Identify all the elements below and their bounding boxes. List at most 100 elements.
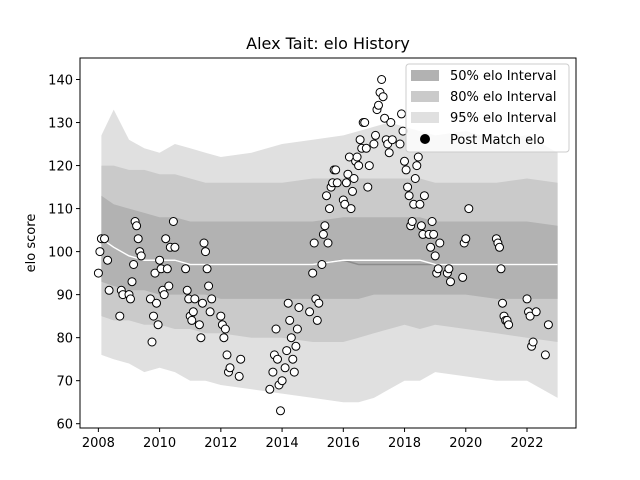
post-match-point [461,234,471,244]
post-match-point [361,143,371,153]
post-match-point [444,264,454,274]
post-match-point [277,376,287,386]
legend-label-point: Post Match elo [450,133,545,148]
post-match-point [93,268,103,278]
post-match-point [127,277,137,287]
post-match-point [115,311,125,321]
post-match-point [380,113,390,123]
y-tick-label: 110 [48,203,73,218]
plot-area [93,75,558,416]
post-match-point [285,315,295,325]
post-match-point [162,264,172,274]
legend-label-95: 95% elo Interval [450,111,557,126]
post-match-point [387,135,397,145]
post-match-point [429,229,439,239]
post-match-point [314,298,324,308]
post-match-point [205,307,215,317]
post-match-point [410,174,420,183]
post-match-point [155,255,165,265]
post-match-point [190,294,200,304]
y-tick-label: 60 [56,418,73,433]
post-match-point [216,311,226,321]
post-match-point [325,204,334,214]
post-match-point [458,272,468,282]
post-match-point [292,324,302,334]
post-match-point [283,298,293,308]
post-match-point [322,191,331,201]
post-match-point [419,191,429,201]
post-match-point [377,75,387,84]
x-tick-label: 2018 [388,436,421,451]
post-match-point [401,165,411,175]
post-match-point [415,199,425,209]
post-match-point [318,229,328,239]
post-match-point [100,234,109,244]
post-match-point [426,242,436,252]
y-tick-label: 140 [48,74,73,89]
post-match-point [95,247,105,257]
post-match-point [412,161,422,171]
post-match-point [404,191,414,201]
post-match-point [129,260,139,269]
post-match-point [360,118,370,127]
post-match-point [332,178,342,188]
x-tick-label: 2008 [82,436,115,451]
post-match-point [369,139,379,149]
post-match-point [371,130,380,140]
post-match-point [280,363,290,373]
post-match-point [364,161,374,171]
post-match-point [305,307,315,317]
post-match-point [225,363,235,373]
x-tick-label: 2016 [327,436,360,451]
chart-title: Alex Tait: elo History [246,34,410,53]
post-match-point [188,307,198,317]
post-match-point [341,178,351,188]
post-match-point [150,268,160,278]
post-match-point [168,217,178,226]
post-match-point [495,242,504,252]
post-match-point [309,238,319,248]
post-match-point [355,135,365,145]
post-match-point [201,247,210,257]
post-match-point [522,294,532,304]
post-match-point [320,221,330,231]
post-match-point [331,165,341,175]
post-match-point [236,354,246,364]
post-match-point [202,264,212,274]
post-match-point [528,337,538,347]
x-tick-label: 2012 [204,436,237,451]
post-match-point [363,182,373,192]
legend-label-50: 50% elo Interval [450,69,557,84]
post-match-point [343,169,353,179]
post-match-point [159,290,169,300]
post-match-point [352,152,362,162]
post-match-point [103,255,113,265]
post-match-point [194,320,204,330]
post-match-point [464,204,474,214]
legend-swatch-80 [411,91,439,102]
post-match-point [346,204,356,214]
post-match-point [540,350,550,360]
post-match-point [433,264,443,274]
post-match-point [234,371,244,381]
y-tick-label: 80 [56,332,73,347]
y-tick-label: 100 [48,246,73,261]
post-match-point [104,285,114,295]
post-match-point [413,152,423,162]
post-match-point [145,294,155,304]
post-match-point [187,315,197,325]
post-match-point [348,186,357,196]
mean-elo-line [100,238,558,266]
post-match-point [498,298,507,308]
post-match-point [294,303,304,312]
post-match-point [354,161,364,171]
post-match-point [317,260,327,269]
post-match-point [161,234,171,244]
post-match-point [220,324,230,334]
x-tick-label: 2010 [143,436,176,451]
post-match-point [340,199,350,209]
post-match-point [289,367,299,377]
post-match-point [286,333,296,343]
post-match-point [181,264,191,274]
post-match-point [222,350,232,360]
